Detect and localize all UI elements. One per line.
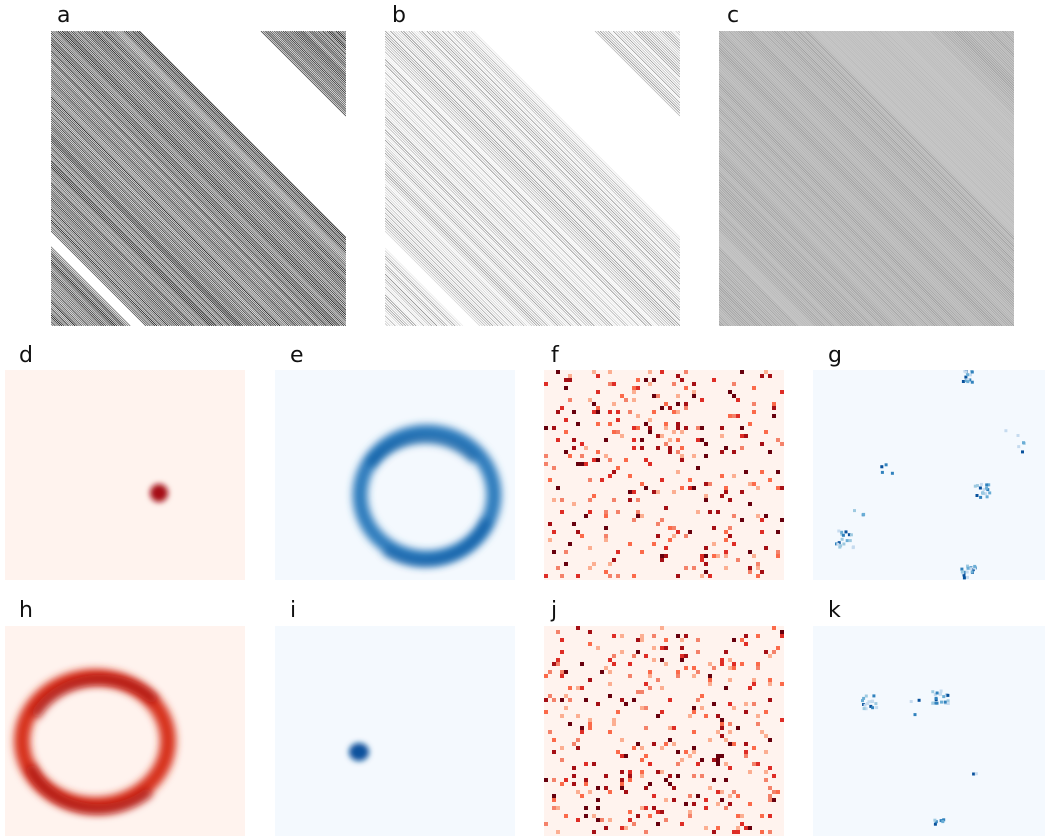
panel-j-svg bbox=[544, 626, 784, 836]
panel-f-svg bbox=[544, 370, 784, 580]
panel-label-e: e bbox=[290, 343, 304, 368]
diagonal-band-lines bbox=[51, 31, 346, 326]
panel-i-svg bbox=[275, 626, 515, 836]
panel-label-g: g bbox=[828, 343, 842, 368]
sparse-activity-clusters bbox=[835, 370, 1026, 580]
heatmap-background bbox=[813, 626, 1045, 836]
panel-c-svg bbox=[719, 31, 1014, 326]
heatmap-background bbox=[275, 626, 515, 836]
panel-b-svg bbox=[385, 31, 680, 326]
panel-label-k: k bbox=[828, 598, 841, 623]
panel-e-svg bbox=[275, 370, 515, 580]
panel-b-banded-matrix bbox=[385, 31, 680, 326]
panel-d-heatmap bbox=[5, 370, 245, 580]
panel-k-heatmap bbox=[813, 626, 1045, 836]
panel-g-svg bbox=[813, 370, 1045, 580]
ring-dark-arc bbox=[25, 764, 154, 815]
sparse-activity-clusters bbox=[861, 689, 978, 826]
panel-c-banded-matrix bbox=[719, 31, 1014, 326]
panel-label-b: b bbox=[392, 3, 406, 28]
panel-h-svg bbox=[5, 626, 245, 836]
panel-label-h: h bbox=[19, 598, 33, 623]
panel-g-heatmap bbox=[813, 370, 1045, 580]
panel-e-heatmap bbox=[275, 370, 515, 580]
panel-label-c: c bbox=[727, 3, 740, 28]
heatmap-background bbox=[813, 370, 1045, 580]
scattered-activity-dots bbox=[544, 370, 784, 578]
panel-i-heatmap bbox=[275, 626, 515, 836]
panel-k-svg bbox=[813, 626, 1045, 836]
panel-label-f: f bbox=[551, 343, 559, 368]
activity-bump bbox=[150, 484, 168, 502]
panel-d-svg bbox=[5, 370, 245, 580]
ring-dark-arc bbox=[30, 674, 159, 719]
panel-a-banded-matrix bbox=[51, 31, 346, 326]
panel-f-heatmap bbox=[544, 370, 784, 580]
matrix-background bbox=[719, 31, 1014, 326]
scattered-activity-dots bbox=[544, 626, 784, 834]
ring-dark-arc bbox=[382, 518, 492, 567]
diagonal-band-lines bbox=[385, 31, 680, 326]
panel-j-heatmap bbox=[544, 626, 784, 836]
panel-label-j: j bbox=[551, 598, 558, 623]
panel-label-a: a bbox=[57, 3, 71, 28]
panel-label-d: d bbox=[19, 343, 33, 368]
activity-bump bbox=[349, 743, 369, 761]
heatmap-background bbox=[5, 370, 245, 580]
panel-h-heatmap bbox=[5, 626, 245, 836]
ring-dark-arc bbox=[366, 433, 479, 469]
panel-a-svg bbox=[51, 31, 346, 326]
diagonal-band-lines bbox=[719, 31, 1014, 326]
panel-label-i: i bbox=[290, 598, 297, 623]
